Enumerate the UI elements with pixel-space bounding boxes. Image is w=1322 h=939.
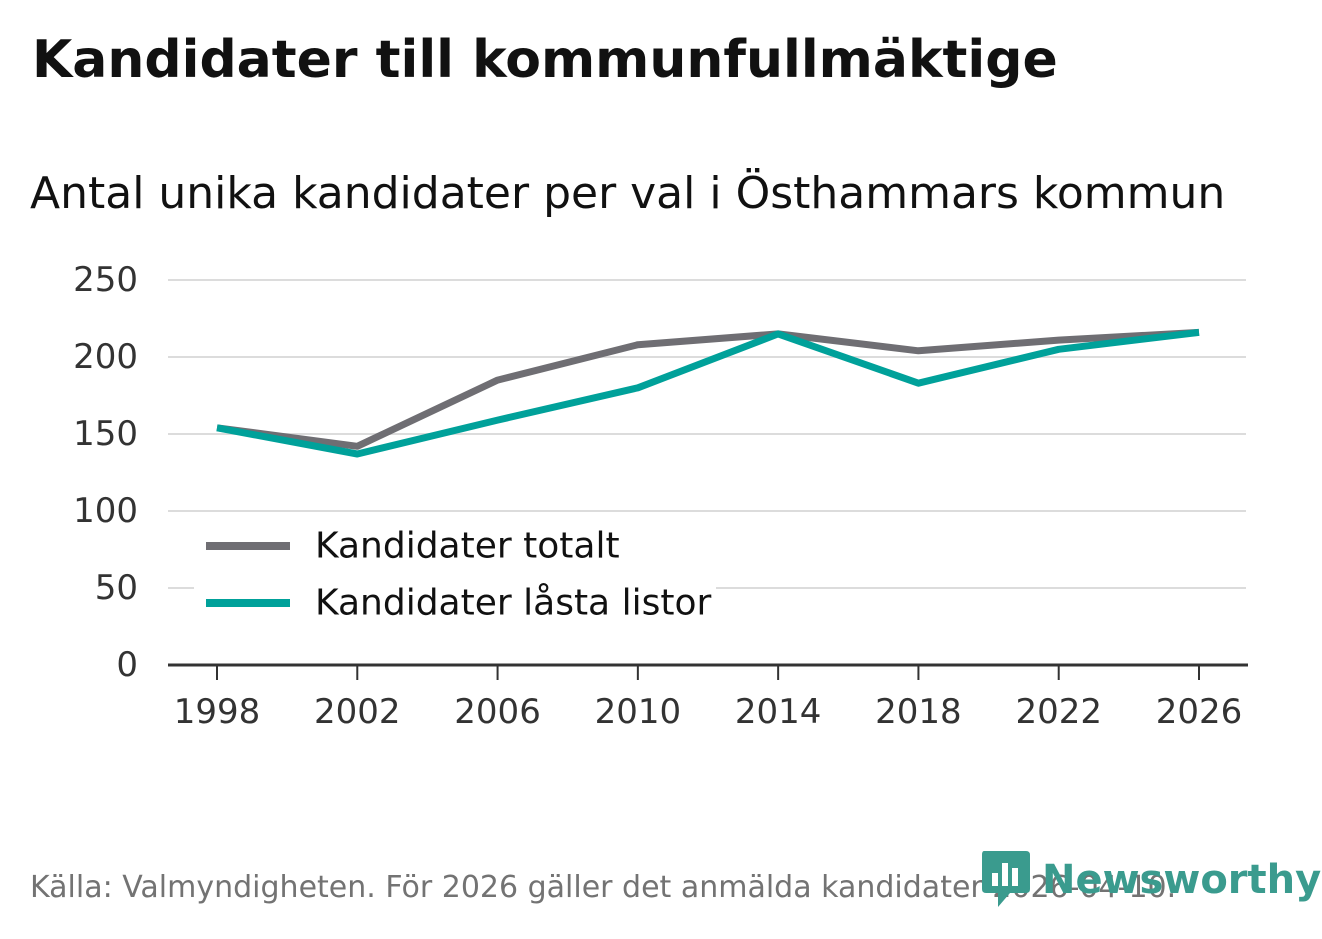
- y-tick-label: 100: [73, 491, 138, 531]
- x-tick-label: 2018: [875, 692, 962, 732]
- newsworthy-logo-icon: [982, 851, 1030, 907]
- chart-title: Kandidater till kommunfullmäktige: [32, 30, 1058, 90]
- x-tick-label: 2026: [1156, 692, 1243, 732]
- y-tick-label: 250: [73, 260, 138, 300]
- x-tick-label: 2010: [595, 692, 682, 732]
- y-tick-label: 0: [116, 645, 138, 685]
- x-axis: 1998 2002 2006 2010 2014 2018 2022 2026: [168, 663, 1248, 732]
- y-tick-label: 50: [95, 568, 138, 608]
- x-tick-label: 2022: [1015, 692, 1102, 732]
- x-tick-label: 1998: [174, 692, 261, 732]
- legend-label: Kandidater totalt: [315, 526, 620, 567]
- chart-subtitle: Antal unika kandidater per val i Östhamm…: [30, 168, 1226, 219]
- legend-label: Kandidater låsta listor: [315, 583, 711, 624]
- y-axis-ticks: 0 50 100 150 200 250: [73, 260, 138, 685]
- legend: Kandidater totalt Kandidater låsta listor: [194, 520, 716, 632]
- legend-background: [194, 520, 716, 632]
- series-line: [216, 328, 1200, 450]
- x-tick-label: 2006: [454, 692, 541, 732]
- y-tick-label: 200: [73, 337, 138, 377]
- brand-logo: Newsworthy: [980, 848, 1321, 912]
- series-line: [216, 328, 1200, 458]
- y-tick-label: 150: [73, 414, 138, 454]
- x-tick-label: 2002: [314, 692, 401, 732]
- series-lines: [216, 328, 1200, 458]
- x-tick-label: 2014: [735, 692, 822, 732]
- brand-name: Newsworthy: [1042, 857, 1322, 903]
